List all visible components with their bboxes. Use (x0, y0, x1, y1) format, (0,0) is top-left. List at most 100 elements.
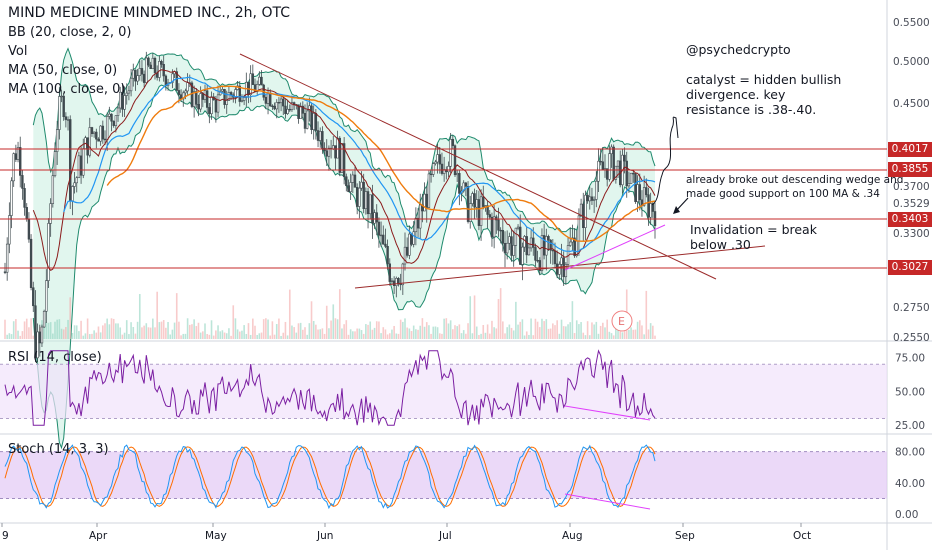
volume-bar (449, 320, 452, 339)
candle-body (625, 160, 628, 187)
candle-body (492, 216, 496, 238)
volume-bar (393, 325, 395, 339)
volume-bar (286, 335, 289, 339)
invalidation-note[interactable]: Invalidation = break below .30 (690, 222, 817, 252)
candle-body (516, 226, 520, 229)
candle-body (66, 119, 70, 121)
volume-bar (258, 333, 261, 339)
volume-bar (386, 334, 389, 339)
breakout-note[interactable]: already broke out descending wedge and m… (686, 174, 904, 200)
candle-body (77, 155, 81, 179)
volume-bar (338, 289, 341, 339)
volume-bar (545, 319, 548, 339)
volume-bar (215, 330, 217, 339)
candle-body (3, 271, 7, 273)
candle-body (458, 173, 461, 194)
volume-bar (102, 325, 104, 339)
candle-body (471, 193, 474, 204)
candle-body (92, 131, 96, 134)
price-tick-label: 0.2750 (893, 302, 930, 314)
volume-bar (317, 329, 319, 339)
candle-body (234, 89, 237, 98)
candle-body (192, 91, 196, 107)
candle-body (438, 154, 441, 165)
volume-bar (269, 335, 272, 339)
legend-vol[interactable]: Vol (8, 44, 28, 59)
volume-bar (495, 328, 498, 339)
catalyst-note[interactable]: catalyst = hidden bullish divergence. ke… (686, 72, 842, 117)
volume-bar (530, 318, 532, 339)
candle-body (19, 147, 22, 176)
volume-bar (497, 299, 500, 339)
volume-bar (199, 332, 202, 339)
price-tick-label: 0.2550 (893, 332, 930, 344)
candle-body (638, 184, 641, 201)
rsi-legend[interactable]: RSI (14, close) (8, 350, 102, 365)
volume-bar (162, 320, 165, 339)
volume-bar (58, 319, 61, 339)
stoch-tick-label: 80.00 (895, 447, 925, 459)
volume-bar (210, 320, 213, 339)
volume-bar (302, 329, 304, 339)
volume-bar (206, 334, 208, 339)
volume-bar (643, 334, 645, 339)
candle-body (53, 151, 57, 177)
volume-bar (552, 323, 554, 339)
volume-bar (147, 327, 150, 339)
volume-bar (6, 334, 8, 339)
volume-bar (319, 329, 322, 339)
volume-bar (591, 322, 593, 339)
candle-body (590, 196, 594, 201)
volume-bar (630, 327, 632, 339)
volume-bar (604, 327, 606, 339)
candle-body (577, 215, 581, 242)
volume-bar (15, 319, 17, 339)
candle-body (29, 238, 33, 288)
candle-body (90, 127, 94, 134)
legend-ma100[interactable]: MA (100, close, 0) (8, 82, 126, 97)
volume-bar (184, 333, 187, 339)
candle-body (623, 154, 626, 162)
volume-bar (12, 321, 15, 339)
volume-bar (512, 330, 515, 339)
candle-body (627, 183, 631, 187)
price-divergence-line (564, 224, 666, 271)
author-note[interactable]: @psychedcrypto (686, 42, 791, 57)
candle-body (510, 236, 513, 256)
price-tick-label: 0.5000 (893, 56, 930, 68)
candle-body (312, 113, 315, 130)
candle-body (325, 150, 328, 157)
rsi-pane (0, 349, 887, 426)
stoch-divergence-line (564, 493, 651, 510)
candle-body (379, 234, 383, 237)
volume-bar (621, 332, 624, 339)
candle-body (334, 145, 337, 159)
candle-body (540, 235, 544, 271)
candle-body (432, 163, 435, 175)
candle-body (301, 105, 305, 114)
candle-body (501, 229, 505, 244)
volume-bar (275, 324, 278, 339)
volume-bar (465, 333, 467, 339)
volume-bar (154, 327, 156, 339)
volume-bar (332, 304, 335, 339)
legend-ma50[interactable]: MA (50, close, 0) (8, 63, 118, 78)
candle-body (490, 216, 494, 238)
candle-body (366, 191, 370, 215)
legend-bb[interactable]: BB (20, close, 2, 0) (8, 25, 132, 40)
candle-body (647, 194, 650, 218)
candle-body (195, 91, 198, 105)
volume-bar (23, 321, 26, 339)
volume-bar (265, 318, 267, 339)
candle-body (388, 263, 391, 282)
volume-bar (282, 332, 285, 339)
volume-bar (423, 326, 426, 339)
volume-bar (554, 325, 556, 339)
volume-bar (115, 323, 117, 339)
volume-bar (334, 318, 337, 339)
stoch-legend[interactable]: Stoch (14, 3, 3) (8, 442, 109, 457)
volume-bar (52, 333, 54, 339)
candle-body (95, 131, 98, 140)
candle-body (584, 194, 587, 228)
time-axis[interactable]: 9 Apr May Jun Jul Aug Sep Oct (1, 523, 811, 542)
